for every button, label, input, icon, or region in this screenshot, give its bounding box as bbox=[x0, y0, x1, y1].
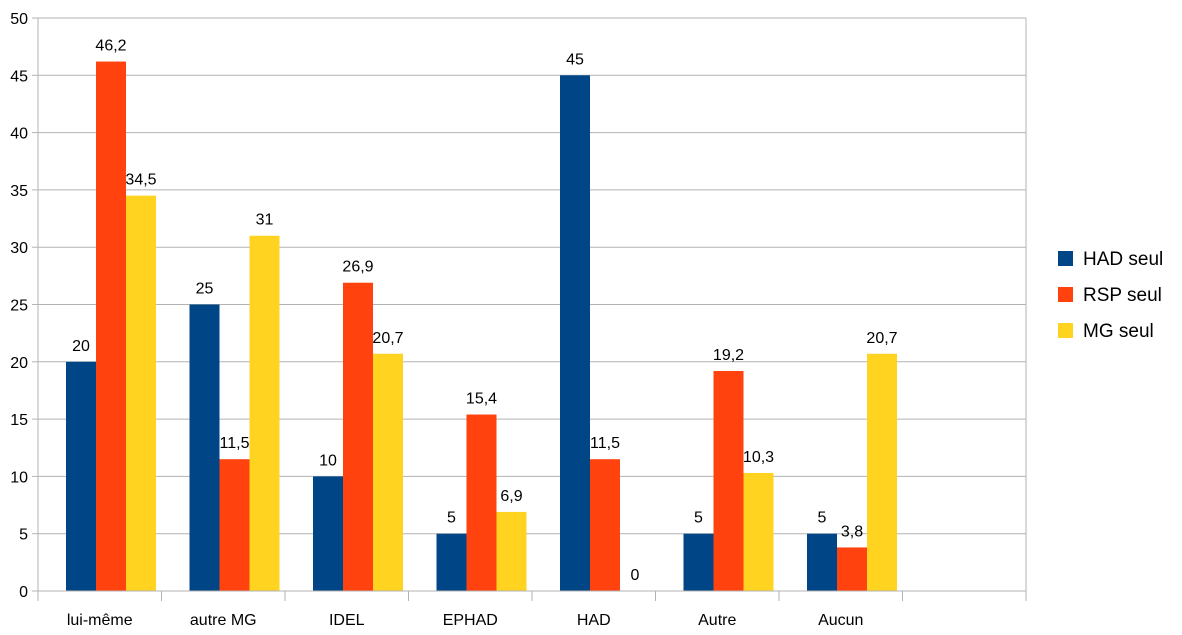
data-label: 11,5 bbox=[590, 435, 620, 452]
data-label: 19,2 bbox=[713, 347, 744, 364]
bar-had-seul-6 bbox=[807, 533, 837, 591]
data-label: 26,9 bbox=[342, 259, 373, 276]
bar-had-seul-0 bbox=[66, 361, 96, 591]
x-axis-tick-labels: lui-même autre MG IDEL EPHAD HAD Autre Aucun bbox=[67, 612, 864, 629]
bar-rsp-seul-2 bbox=[343, 282, 373, 591]
bar-mg-seul-3 bbox=[496, 511, 527, 591]
bar-rsp-seul-6 bbox=[837, 547, 867, 591]
bar-had-seul-2 bbox=[313, 476, 343, 591]
x-tick-label: IDEL bbox=[329, 612, 365, 629]
legend-swatch bbox=[1058, 251, 1073, 266]
bar-had-seul-3 bbox=[436, 533, 467, 591]
legend: HAD seul RSP seul MG seul bbox=[1058, 249, 1163, 342]
legend-label: MG seul bbox=[1083, 321, 1154, 342]
data-label: 10 bbox=[319, 452, 337, 469]
legend-label: RSP seul bbox=[1083, 285, 1162, 306]
bar-mg-seul-0 bbox=[126, 195, 156, 591]
legend-label: HAD seul bbox=[1083, 249, 1163, 270]
y-tick-label: 40 bbox=[10, 126, 28, 143]
data-label: 6,9 bbox=[500, 488, 522, 505]
bar-had-seul-1 bbox=[189, 304, 220, 591]
data-label: 45 bbox=[566, 51, 584, 68]
bar-mg-seul-1 bbox=[249, 235, 280, 592]
legend-swatch bbox=[1058, 287, 1073, 302]
y-tick-label: 15 bbox=[10, 412, 28, 429]
x-tick-label: HAD bbox=[577, 612, 611, 629]
data-label: 5 bbox=[694, 510, 703, 527]
y-tick-label: 45 bbox=[10, 68, 28, 85]
bar-rsp-seul-4 bbox=[590, 459, 620, 591]
x-tick-label: lui-même bbox=[67, 612, 133, 629]
data-label: 0 bbox=[631, 567, 640, 584]
axes bbox=[32, 17, 1027, 601]
data-label: 10,3 bbox=[743, 449, 774, 466]
bar-mg-seul-6 bbox=[867, 353, 897, 591]
data-label: 25 bbox=[196, 281, 214, 298]
data-label: 5 bbox=[447, 510, 456, 527]
bars bbox=[66, 61, 897, 592]
y-tick-label: 35 bbox=[10, 183, 28, 200]
data-label: 46,2 bbox=[95, 38, 126, 55]
data-label: 20,7 bbox=[866, 330, 897, 347]
x-tick-label: Aucun bbox=[818, 612, 863, 629]
x-tick-label: EPHAD bbox=[443, 612, 498, 629]
bar-rsp-seul-1 bbox=[219, 459, 250, 591]
bar-rsp-seul-3 bbox=[466, 414, 497, 591]
bar-mg-seul-5 bbox=[743, 472, 774, 591]
data-label: 34,5 bbox=[125, 172, 156, 189]
y-tick-label: 25 bbox=[10, 298, 28, 315]
data-label: 20,7 bbox=[372, 330, 403, 347]
bar-mg-seul-2 bbox=[373, 353, 403, 591]
data-labels: 20 25 10 5 45 5 5 46,2 11,5 26,9 15,4 11,5 19,2 3,8 34… bbox=[72, 38, 898, 584]
y-axis-tick-labels: 0 5 10 15 20 25 30 35 40 45 50 bbox=[10, 11, 28, 601]
data-label: 5 bbox=[818, 510, 827, 527]
legend-swatch bbox=[1058, 323, 1073, 338]
data-label: 31 bbox=[256, 212, 274, 229]
bar-had-seul-4 bbox=[560, 75, 590, 592]
x-tick-label: autre MG bbox=[190, 612, 257, 629]
y-tick-label: 30 bbox=[10, 240, 28, 257]
data-label: 15,4 bbox=[466, 391, 497, 408]
data-label: 11,5 bbox=[220, 435, 250, 452]
bar-rsp-seul-5 bbox=[713, 370, 744, 591]
bar-had-seul-5 bbox=[683, 533, 714, 591]
y-tick-label: 50 bbox=[10, 11, 28, 28]
y-tick-label: 10 bbox=[10, 469, 28, 486]
y-tick-label: 5 bbox=[19, 527, 28, 544]
y-tick-label: 20 bbox=[10, 355, 28, 372]
bar-rsp-seul-0 bbox=[96, 61, 126, 592]
data-label: 20 bbox=[72, 338, 90, 355]
data-label: 3,8 bbox=[841, 523, 863, 540]
x-tick-label: Autre bbox=[698, 612, 736, 629]
y-tick-label: 0 bbox=[19, 584, 28, 601]
